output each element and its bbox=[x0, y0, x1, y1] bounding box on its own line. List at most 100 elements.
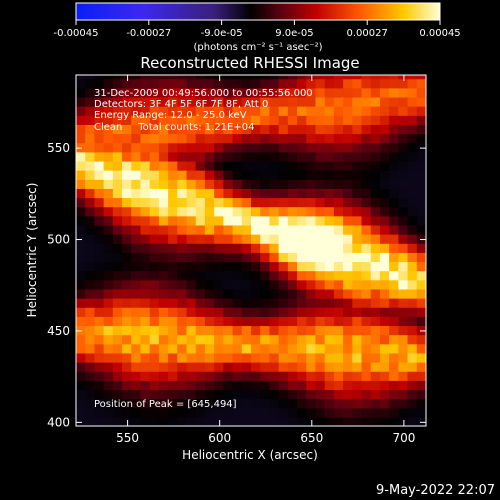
heatmap-cell bbox=[131, 243, 142, 253]
heatmap-cell bbox=[122, 334, 132, 345]
heatmap-cell bbox=[214, 380, 224, 391]
heatmap-cell bbox=[287, 188, 298, 199]
heatmap-cell bbox=[103, 252, 114, 263]
heatmap-cell bbox=[361, 407, 372, 418]
heatmap-cell bbox=[251, 170, 261, 180]
heatmap-cell bbox=[204, 407, 215, 418]
footer-date: 9-May-2022 22:07 bbox=[376, 483, 495, 498]
heatmap-cell bbox=[389, 96, 399, 107]
heatmap-cell bbox=[195, 389, 206, 400]
heatmap-cell bbox=[379, 380, 390, 391]
heatmap-cell bbox=[389, 106, 399, 116]
heatmap-cell bbox=[398, 188, 409, 199]
heatmap-cell bbox=[333, 243, 344, 253]
heatmap-cell bbox=[278, 416, 289, 426]
heatmap-cell bbox=[177, 188, 188, 199]
heatmap-cell bbox=[269, 197, 280, 208]
heatmap-cell bbox=[122, 325, 132, 336]
heatmap-cell bbox=[343, 307, 353, 317]
heatmap-cell bbox=[260, 206, 271, 217]
heatmap-cell bbox=[85, 371, 96, 381]
heatmap-cell bbox=[269, 115, 280, 125]
heatmap-cell bbox=[76, 279, 86, 290]
heatmap-cell bbox=[140, 87, 151, 98]
heatmap-cell bbox=[76, 106, 86, 116]
heatmap-cell bbox=[85, 362, 96, 372]
heatmap-cell bbox=[407, 416, 418, 426]
heatmap-cell bbox=[131, 279, 142, 290]
heatmap-cell bbox=[324, 261, 335, 272]
heatmap-cell bbox=[103, 234, 114, 244]
heatmap-cell bbox=[398, 334, 409, 345]
heatmap-cell bbox=[269, 179, 280, 189]
heatmap-cell bbox=[223, 124, 234, 135]
heatmap-cell bbox=[158, 96, 169, 107]
heatmap-cell bbox=[76, 151, 86, 162]
heatmap-cell bbox=[398, 106, 409, 116]
heatmap-cell bbox=[149, 279, 160, 290]
heatmap-cell bbox=[112, 362, 123, 372]
heatmap-cell bbox=[333, 179, 344, 189]
heatmap-cell bbox=[204, 179, 215, 189]
heatmap-cell bbox=[324, 279, 335, 290]
heatmap-cell bbox=[306, 87, 317, 98]
heatmap-cell bbox=[278, 133, 289, 144]
heatmap-cell bbox=[103, 270, 114, 281]
heatmap-cell bbox=[149, 252, 160, 263]
heatmap-cell bbox=[85, 416, 96, 426]
heatmap-cell bbox=[149, 325, 160, 336]
heatmap-cell bbox=[149, 115, 160, 125]
heatmap-cell bbox=[389, 252, 399, 263]
colorbar-tick-label: -9.0e-05 bbox=[201, 28, 243, 39]
heatmap-cell bbox=[260, 398, 271, 409]
heatmap-cell bbox=[251, 298, 261, 308]
heatmap-cell bbox=[251, 380, 261, 391]
heatmap-cell bbox=[140, 179, 151, 189]
heatmap-cell bbox=[297, 270, 307, 281]
heatmap-cell bbox=[241, 252, 252, 263]
heatmap-cell bbox=[112, 170, 123, 180]
heatmap-cell bbox=[177, 343, 188, 354]
heatmap-cell bbox=[195, 188, 206, 199]
heatmap-cell bbox=[131, 325, 142, 336]
heatmap-cell bbox=[306, 133, 317, 144]
heatmap-cell bbox=[370, 179, 381, 189]
heatmap-cell bbox=[287, 307, 298, 317]
heatmap-cell bbox=[260, 75, 271, 80]
heatmap-cell bbox=[251, 307, 261, 317]
heatmap-cell bbox=[269, 416, 280, 426]
heatmap-cell bbox=[251, 252, 261, 263]
heatmap-cell bbox=[112, 142, 123, 153]
heatmap-cell bbox=[131, 334, 142, 345]
heatmap-cell bbox=[168, 87, 178, 98]
heatmap-cell bbox=[149, 106, 160, 116]
heatmap-cell bbox=[251, 115, 261, 125]
heatmap-cell bbox=[103, 325, 114, 336]
heatmap-cell bbox=[343, 133, 353, 144]
heatmap-cell bbox=[94, 142, 105, 153]
heatmap-cell bbox=[398, 197, 409, 208]
heatmap-cell bbox=[103, 298, 114, 308]
heatmap-cell bbox=[140, 371, 151, 381]
heatmap-cell bbox=[94, 352, 105, 363]
heatmap-cell bbox=[407, 380, 418, 391]
heatmap-cell bbox=[112, 106, 123, 116]
heatmap-cell bbox=[103, 197, 114, 208]
heatmap-cell bbox=[204, 325, 215, 336]
heatmap-cell bbox=[195, 252, 206, 263]
heatmap-cell bbox=[398, 389, 409, 400]
heatmap-cell bbox=[103, 142, 114, 153]
heatmap-cell bbox=[223, 380, 234, 391]
heatmap-cell bbox=[94, 288, 105, 299]
heatmap-cell bbox=[306, 142, 317, 153]
heatmap-cell bbox=[361, 334, 372, 345]
heatmap-cell bbox=[352, 252, 363, 263]
heatmap-cell bbox=[195, 307, 206, 317]
heatmap-cell bbox=[122, 124, 132, 135]
heatmap-cell bbox=[287, 234, 298, 244]
heatmap-cell bbox=[158, 389, 169, 400]
heatmap-cell bbox=[232, 215, 243, 226]
heatmap-cell bbox=[195, 124, 206, 135]
heatmap-cell bbox=[389, 343, 399, 354]
